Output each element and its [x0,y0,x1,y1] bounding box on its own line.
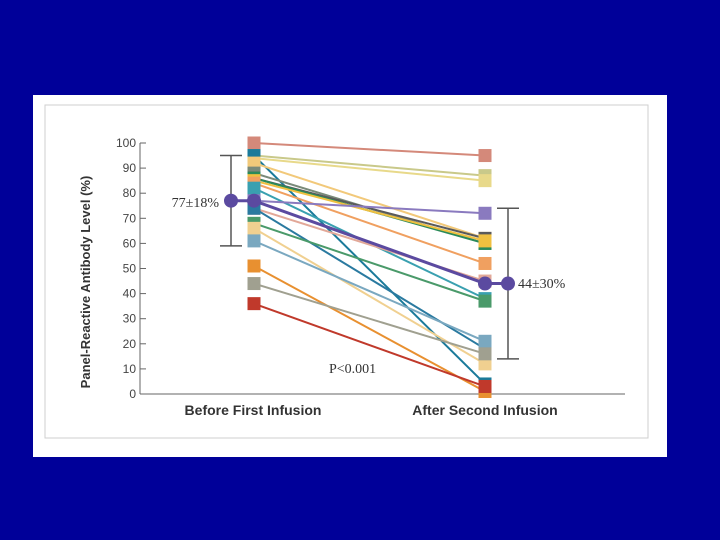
figure-panel: 0 10 20 30 40 50 60 70 80 90 100 Panel-Reactive An… [33,95,667,457]
series-line [253,182,486,265]
series-marker-after [478,334,492,348]
series-line [253,162,486,240]
series-line [253,179,486,242]
series-marker-after [478,294,492,308]
series-line [253,154,486,177]
x-category-label-before: Before First Infusion [185,402,322,418]
after-mean-annotation: 44±30% [518,277,566,292]
y-tick-label: 10 [123,362,137,376]
series-marker-before [247,136,261,150]
series-line [253,154,486,385]
y-tick-label: 40 [123,287,137,301]
y-tick-label: 100 [116,136,136,150]
series-marker-before [247,156,261,170]
y-tick-label: 70 [123,211,137,225]
series-line [253,199,486,215]
series-marker-before [247,234,261,248]
series-line [253,239,486,343]
y-tick-label: 0 [129,387,136,401]
series-marker-before [247,277,261,291]
series-marker-after [478,149,492,163]
mean-series-line [253,199,486,285]
series-line [253,142,486,157]
series-line [253,282,486,355]
series-marker-before [247,181,261,195]
x-category-label-after: After Second Infusion [412,402,557,418]
figure-frame [44,104,649,439]
series-marker-before [247,259,261,273]
p-value-annotation: P<0.001 [329,362,376,377]
y-axis-title: Panel-Reactive Antibody Level (%) [78,176,93,389]
series-marker-before [247,297,261,311]
series-marker-after [478,256,492,270]
y-tick-label: 50 [123,262,137,276]
mean-point-before-bar [224,193,238,208]
y-tick-label: 30 [123,312,137,326]
series-marker-after [478,347,492,361]
series-marker-after [478,357,492,371]
antibody-line-chart: 0 10 20 30 40 50 60 70 80 90 100 Panel-Reactive An… [44,104,649,439]
series-line [253,265,486,393]
y-tick-label: 80 [123,186,137,200]
before-mean-annotation: 77±18% [172,196,220,211]
y-tick-label: 60 [123,236,137,250]
series-line [253,157,486,182]
series-marker-after [478,234,492,248]
mean-point-after-bar [501,276,515,291]
y-tick-label: 90 [123,161,137,175]
series-marker-after [478,174,492,188]
series-marker-after [478,379,492,393]
series-marker-before [247,221,261,235]
series-marker-after [478,206,492,220]
y-tick-label: 20 [123,337,137,351]
series-line [253,302,486,388]
series-line [253,222,486,303]
